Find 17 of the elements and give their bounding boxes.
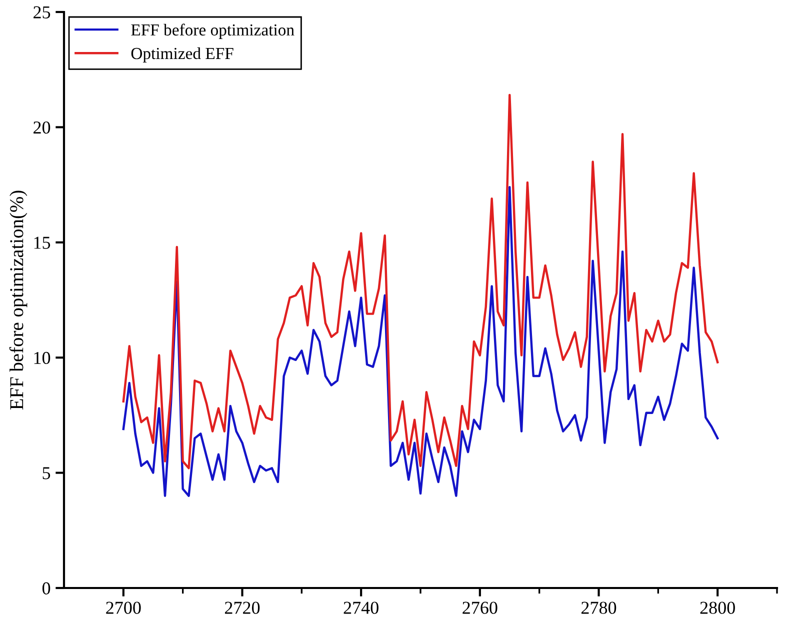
y-tick-label: 20 (34, 121, 50, 134)
y-axis-title: EFF before optimization(%) (9, 190, 28, 410)
x-tick-label: 2720 (224, 602, 260, 614)
y-tick-label: 25 (34, 6, 50, 18)
legend-label: Optimized EFF (131, 47, 234, 62)
x-tick-label: 2740 (344, 602, 378, 614)
line-series (122, 94, 719, 470)
line-series (122, 186, 719, 497)
y-tick-label: 10 (34, 352, 50, 364)
y-tick-label: 5 (42, 467, 50, 480)
x-tick-label: 2760 (462, 602, 498, 614)
y-tick-label: 15 (34, 236, 50, 249)
x-tick-label: 2780 (581, 602, 616, 614)
x-tick-label: 2800 (700, 602, 735, 614)
y-tick-label: 0 (42, 582, 50, 594)
x-tick-label: 2700 (106, 602, 141, 614)
legend-label: EFF before optimization (131, 24, 294, 39)
